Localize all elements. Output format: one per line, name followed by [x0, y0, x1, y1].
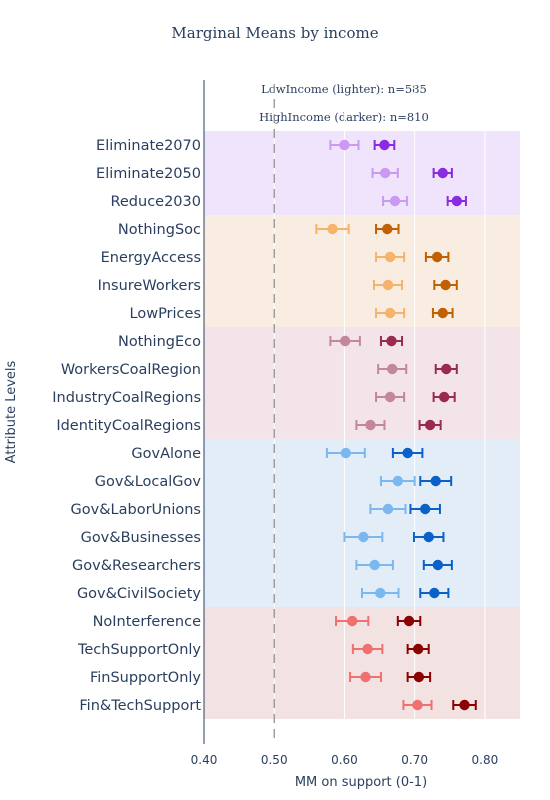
x-tick-label: 0.80 [472, 753, 499, 767]
point-high-income [459, 699, 470, 711]
point-low-income [375, 587, 386, 599]
y-axis: Eliminate2070 Eliminate2050 Reduce2030 Noth… [52, 80, 205, 744]
y-tick-label: Eliminate2050 [96, 166, 201, 182]
y-tick-label: NoInterference [93, 614, 202, 630]
x-tick-label: 0.50 [261, 753, 288, 767]
y-tick-label: WorkersCoalRegion [61, 362, 201, 378]
point-low-income [327, 223, 338, 235]
y-tick-label: Gov&Businesses [81, 530, 201, 546]
y-tick-label: Reduce2030 [110, 194, 201, 210]
point-high-income [437, 167, 448, 179]
point-high-income [386, 335, 397, 347]
y-tick-label: EnergyAccess [101, 250, 201, 266]
y-tick-label: IdentityCoalRegions [56, 418, 201, 434]
point-high-income [420, 503, 431, 515]
point-high-income [431, 251, 443, 263]
point-high-income [451, 195, 462, 207]
point-low-income [346, 615, 358, 627]
y-tick-label: NothingSoc [118, 222, 201, 238]
point-high-income [430, 475, 441, 487]
point-low-income [362, 643, 373, 655]
point-high-income [440, 279, 451, 291]
point-high-income [413, 671, 425, 683]
y-tick-label: LowPrices [130, 306, 201, 322]
y-tick-label: TechSupportOnly [77, 642, 201, 658]
y-axis-title: Attribute Levels [4, 360, 19, 463]
y-tick-label: IndustryCoalRegions [52, 390, 201, 406]
x-tick-label: 0.70 [401, 753, 428, 767]
group-band-4 [204, 607, 520, 719]
y-tick-label: InsureWorkers [98, 278, 201, 294]
point-high-income [423, 531, 434, 543]
group-bands [204, 131, 520, 719]
point-low-income [386, 363, 398, 375]
x-tick-label: 0.40 [191, 753, 218, 767]
point-low-income [392, 475, 404, 487]
y-tick-label: Fin&TechSupport [79, 698, 201, 714]
group-band-3 [204, 439, 520, 607]
point-high-income [424, 419, 436, 431]
point-low-income [379, 167, 391, 179]
y-tick-label: Gov&CivilSociety [77, 586, 201, 602]
y-tick-label: Gov&LaborUnions [71, 502, 201, 518]
y-tick-label: Eliminate2070 [96, 138, 201, 154]
group-band-0 [204, 131, 520, 215]
point-low-income [340, 447, 352, 459]
point-low-income [339, 139, 350, 151]
point-low-income [382, 503, 394, 515]
point-low-income [384, 307, 396, 319]
group-band-1 [204, 215, 520, 327]
point-high-income [432, 559, 444, 571]
point-low-income [339, 335, 351, 347]
point-high-income [412, 643, 424, 655]
point-low-income [384, 251, 396, 263]
y-tick-label: NothingEco [118, 334, 201, 350]
point-high-income [441, 363, 452, 375]
x-axis: 0.40 0.50 0.60 0.70 0.80 [191, 753, 499, 767]
point-low-income [382, 279, 394, 291]
point-high-income [437, 307, 448, 319]
point-low-income [365, 419, 376, 431]
chart-title: Marginal Means by income [171, 24, 379, 42]
point-high-income [403, 615, 415, 627]
group-band-2 [204, 327, 520, 439]
point-low-income [384, 391, 396, 403]
y-tick-label: Gov&LocalGov [95, 474, 202, 490]
point-high-income [429, 587, 440, 599]
point-low-income [360, 671, 371, 683]
x-tick-label: 0.60 [331, 753, 358, 767]
point-low-income [389, 195, 401, 207]
point-high-income [379, 139, 390, 151]
point-low-income [369, 559, 380, 571]
y-tick-label: FinSupportOnly [90, 670, 201, 686]
point-high-income [402, 447, 413, 459]
x-axis-title: MM on support (0-1) [295, 775, 427, 790]
point-low-income [412, 699, 423, 711]
point-high-income [438, 391, 450, 403]
point-high-income [382, 223, 393, 235]
y-tick-label: Gov&Researchers [72, 558, 201, 574]
data-marks [315, 139, 477, 711]
y-tick-label: GovAlone [131, 446, 201, 462]
point-low-income [358, 531, 369, 543]
